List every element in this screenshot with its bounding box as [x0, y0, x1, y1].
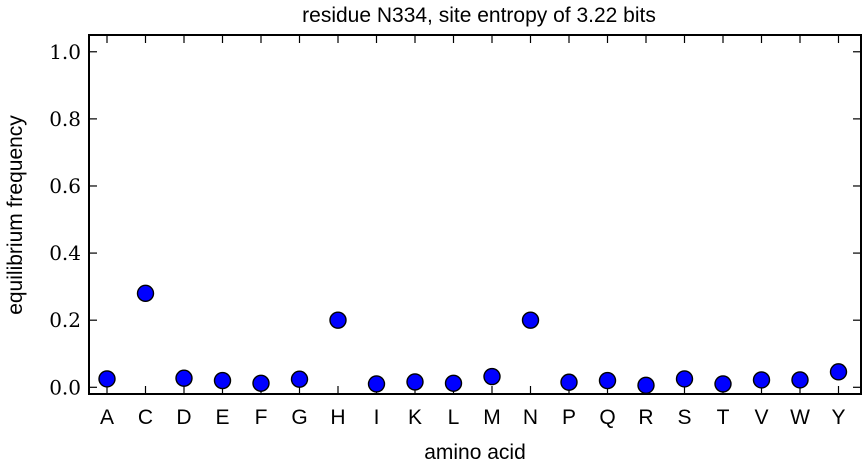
data-point: [406, 373, 424, 391]
data-point: [637, 376, 655, 394]
y-tick-label: 0.4: [49, 241, 81, 265]
y-tick-label: 0.2: [49, 308, 81, 332]
data-points: [98, 284, 848, 394]
data-point: [329, 311, 347, 329]
data-point: [560, 373, 578, 391]
y-axis: 0.0 0.2 0.4 0.6 0.8 1.0: [49, 40, 861, 399]
x-tick-label: Q: [599, 406, 615, 429]
x-tick-label: G: [291, 406, 307, 429]
y-tick-label: 0.6: [49, 174, 81, 198]
data-point: [252, 374, 270, 392]
data-point: [752, 371, 771, 389]
x-tick-label: P: [562, 406, 576, 429]
y-axis-title: equilibrium frequency: [4, 115, 27, 315]
x-tick-label: M: [483, 406, 501, 429]
x-tick-label: F: [255, 406, 268, 429]
data-point: [791, 371, 809, 389]
data-point: [444, 374, 463, 392]
y-tick-label: 0.8: [49, 107, 81, 131]
data-point: [136, 284, 155, 303]
x-tick-label: V: [754, 406, 768, 429]
x-tick-label: D: [176, 406, 191, 429]
data-point: [213, 371, 232, 390]
data-point: [521, 311, 540, 329]
data-point: [290, 370, 309, 388]
x-tick-label: S: [677, 406, 691, 429]
data-point: [175, 369, 193, 387]
x-tick-label: W: [790, 406, 810, 429]
x-tick-label: N: [523, 406, 538, 429]
data-point: [714, 375, 732, 393]
x-tick-label: E: [215, 406, 229, 429]
x-axis-title: amino acid: [424, 441, 526, 462]
x-tick-label: T: [717, 406, 730, 429]
data-point: [483, 367, 501, 386]
x-tick-label: L: [448, 406, 460, 429]
data-point: [598, 371, 617, 390]
x-tick-label: Y: [831, 406, 845, 429]
plot-frame: [88, 34, 862, 395]
data-point: [675, 370, 694, 388]
x-tick-label: H: [330, 406, 345, 429]
x-tick-label: C: [138, 406, 153, 429]
data-point: [98, 370, 116, 388]
data-point: [829, 363, 848, 381]
x-tick-label: R: [638, 406, 653, 429]
y-tick-label: 0.0: [49, 375, 81, 399]
chart-title: residue N334, site entropy of 3.22 bits: [302, 4, 656, 27]
y-tick-label: 1.0: [49, 40, 81, 64]
data-point: [367, 375, 386, 393]
x-tick-label: I: [374, 406, 380, 429]
x-tick-label: A: [100, 406, 114, 429]
x-tick-label: K: [408, 406, 422, 429]
